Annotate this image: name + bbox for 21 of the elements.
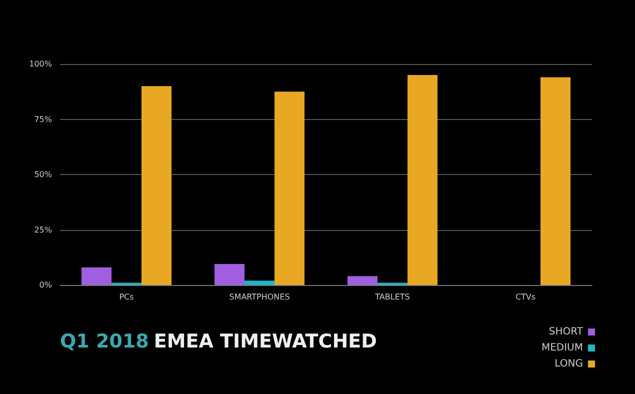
bar	[408, 75, 438, 285]
bar	[348, 276, 378, 285]
bar	[82, 267, 112, 285]
text: Q1 2018 EMEA TIMEWATCHED	[60, 330, 377, 352]
x-tick-label: SMARTPHONES	[229, 292, 290, 302]
legend-label: MEDIUM	[541, 342, 583, 354]
bar	[540, 77, 570, 285]
legend-label: SHORT	[548, 326, 584, 338]
x-tick-label: PCs	[119, 292, 134, 302]
legend-label: LONG	[554, 358, 583, 370]
bar	[214, 264, 244, 285]
bar	[244, 280, 274, 285]
bar	[274, 92, 304, 285]
y-tick-label: 25%	[34, 225, 52, 234]
y-tick-label: 75%	[34, 114, 52, 124]
y-tick-label: 0%	[39, 280, 52, 290]
bar	[142, 86, 172, 285]
y-tick-label: 100%	[29, 60, 52, 68]
y-tick-label: 50%	[34, 170, 52, 179]
x-tick-label: TABLETS	[374, 292, 410, 302]
x-tick-label: CTVs	[515, 292, 536, 302]
